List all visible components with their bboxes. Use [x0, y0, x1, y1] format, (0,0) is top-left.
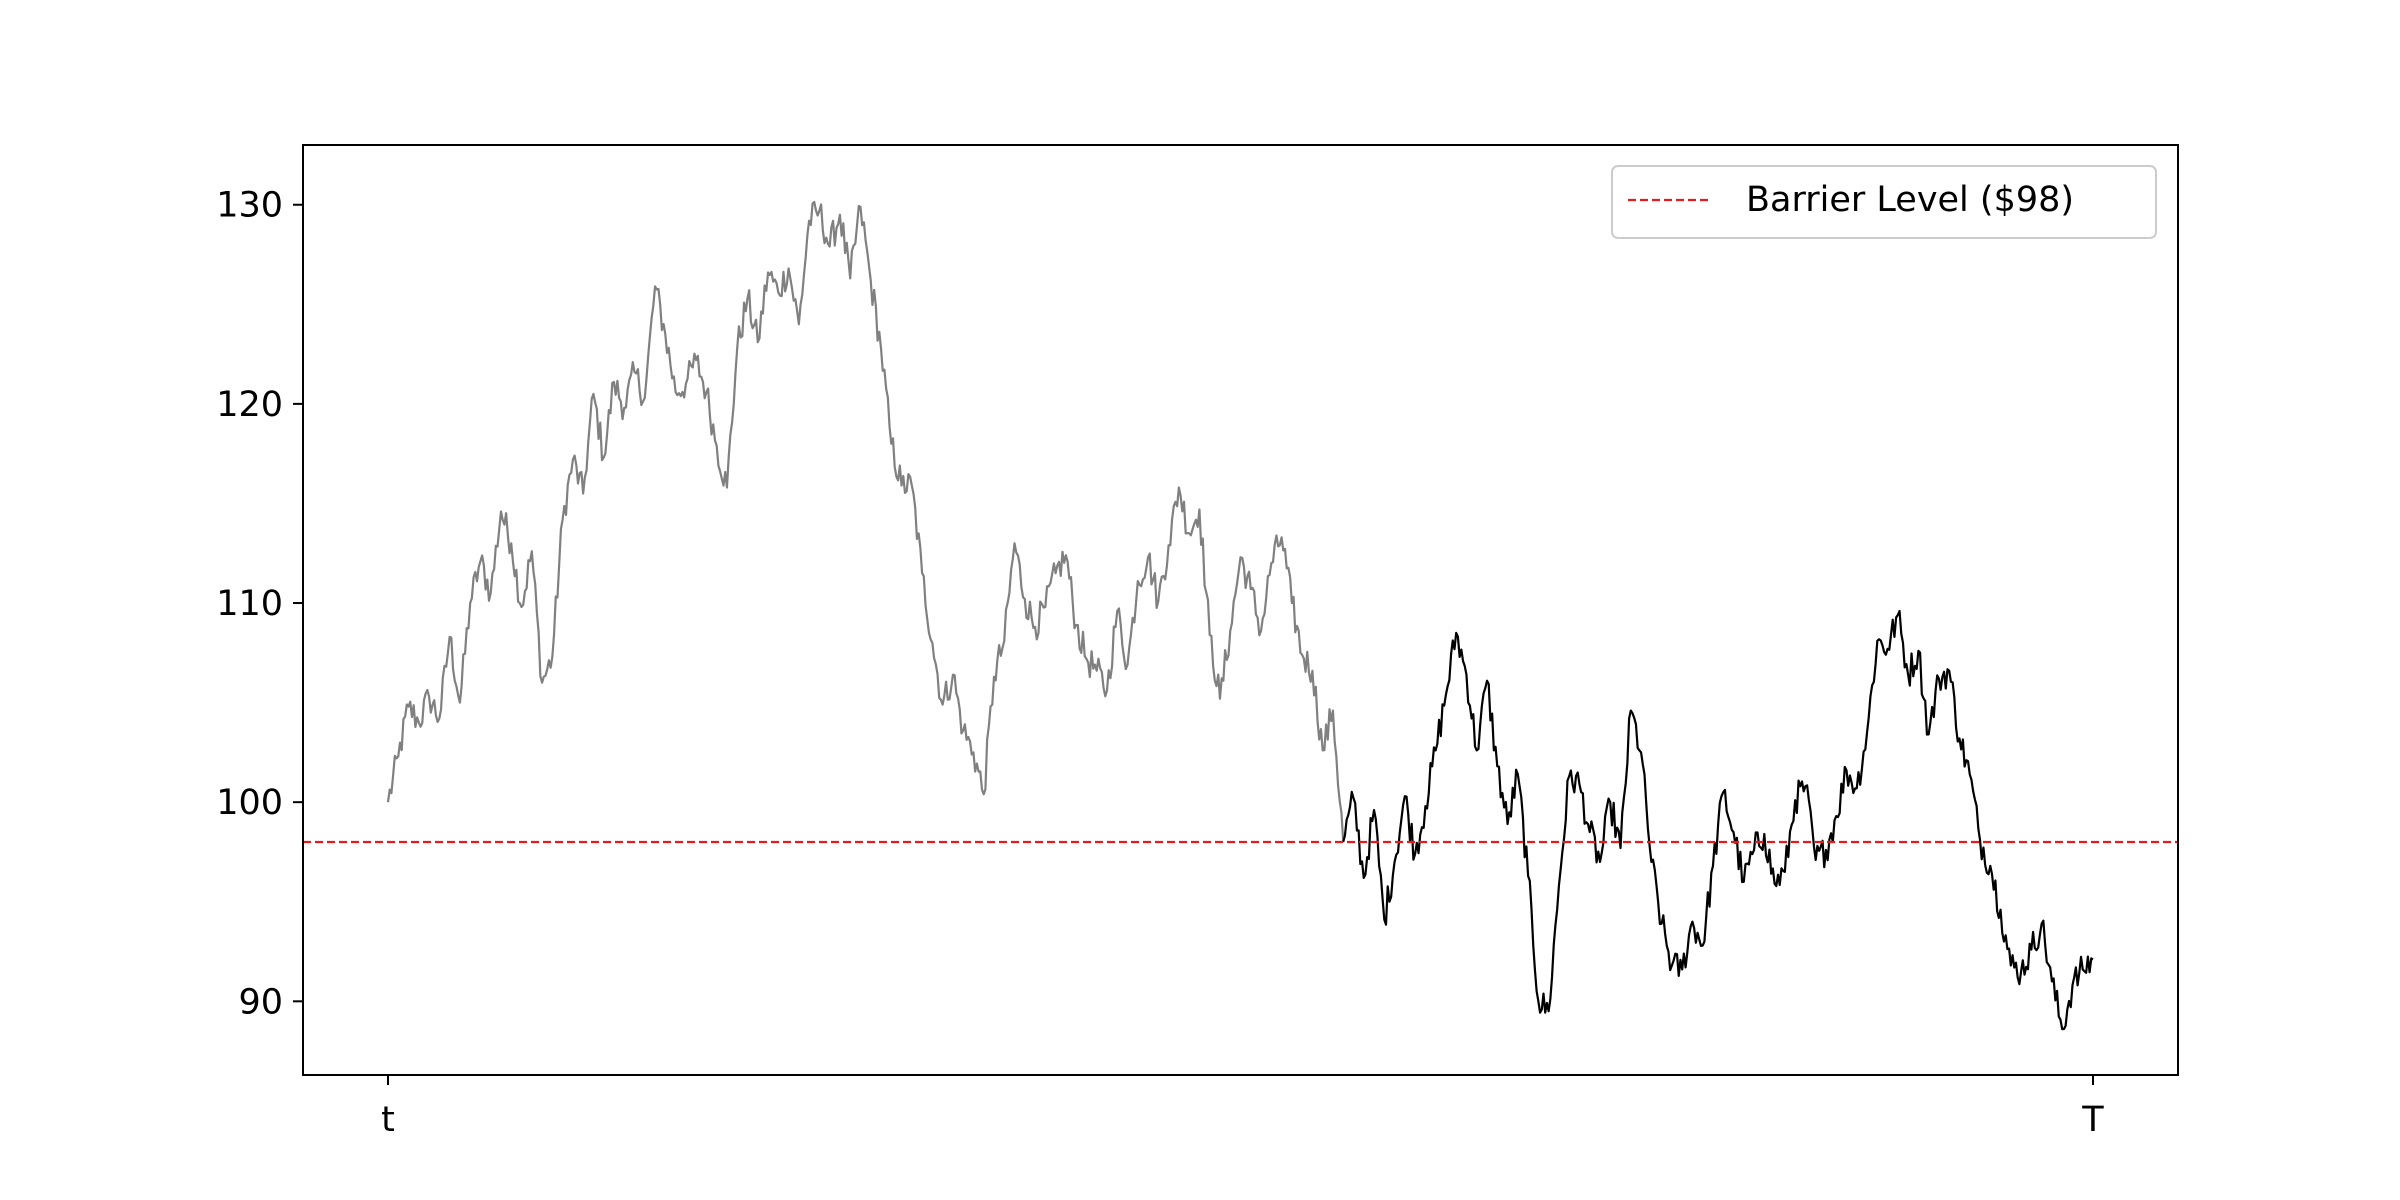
y-axis: 90 100 110 120 130: [216, 186, 303, 1022]
legend-label-barrier: Barrier Level ($98): [1746, 180, 2074, 220]
plot-frame: [302, 144, 2179, 1076]
x-tick-label: t: [381, 1100, 395, 1140]
y-tick-label: 130: [216, 186, 283, 226]
legend-box: [1611, 165, 2157, 239]
y-tick-label: 100: [216, 783, 283, 823]
y-tick-label: 120: [216, 385, 283, 425]
y-tick-label: 90: [238, 982, 283, 1022]
price-path-after-barrier: [1342, 609, 2094, 1031]
plot-area: [303, 200, 2178, 1031]
y-tick-label: 110: [216, 584, 283, 624]
price-path-before-barrier: [386, 200, 1345, 843]
x-tick-label: T: [2081, 1100, 2104, 1140]
legend: Barrier Level ($98): [1611, 165, 2157, 239]
